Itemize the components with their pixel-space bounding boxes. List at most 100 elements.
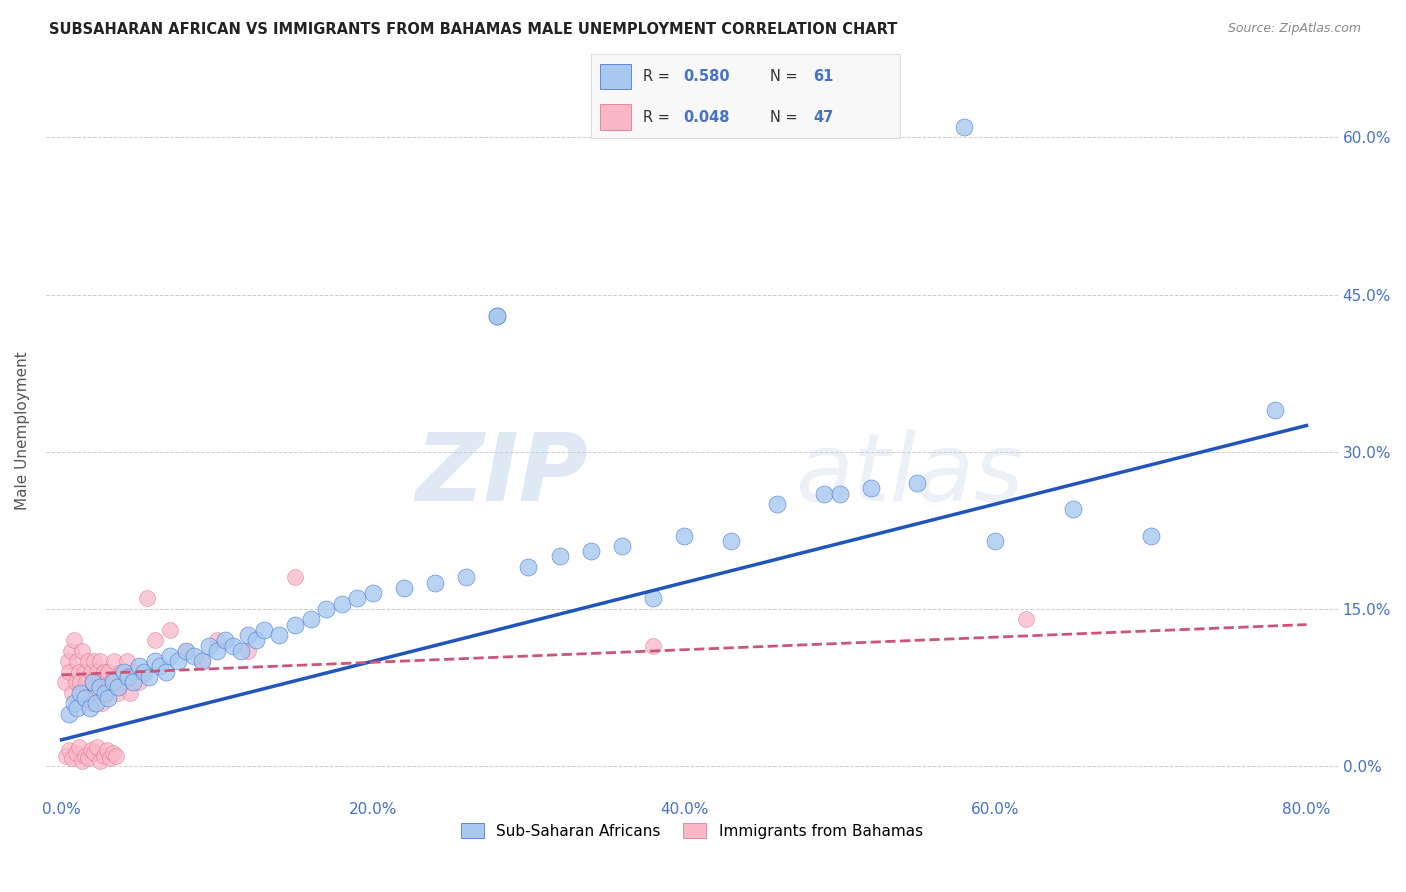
- Text: atlas: atlas: [796, 429, 1024, 520]
- Point: [132, 665, 155, 679]
- Point: [62, 686, 84, 700]
- Point: [67, 740, 90, 755]
- Point: [84, 686, 107, 700]
- Point: [238, 644, 260, 658]
- Point: [97, 665, 120, 679]
- Point: [89, 654, 111, 668]
- Point: [58, 743, 80, 757]
- Point: [346, 591, 368, 606]
- Point: [284, 617, 307, 632]
- Point: [62, 750, 84, 764]
- Point: [122, 675, 145, 690]
- Point: [238, 628, 260, 642]
- Text: 0.580: 0.580: [683, 69, 730, 84]
- Point: [859, 482, 882, 496]
- Point: [82, 675, 104, 690]
- Text: N =: N =: [770, 110, 803, 125]
- Point: [101, 675, 124, 690]
- Point: [190, 654, 212, 668]
- Point: [93, 665, 115, 679]
- Point: [101, 747, 124, 761]
- Text: 61: 61: [813, 69, 834, 84]
- Point: [155, 665, 177, 679]
- Point: [205, 633, 228, 648]
- Point: [136, 591, 159, 606]
- Point: [229, 644, 252, 658]
- Point: [423, 575, 446, 590]
- FancyBboxPatch shape: [600, 63, 631, 89]
- Point: [128, 659, 150, 673]
- Point: [86, 740, 108, 755]
- Point: [117, 670, 139, 684]
- Point: [65, 675, 87, 690]
- Point: [245, 633, 267, 648]
- Point: [143, 654, 166, 668]
- Point: [75, 675, 97, 690]
- Point: [167, 654, 190, 668]
- Point: [103, 654, 125, 668]
- Point: [579, 544, 602, 558]
- Point: [94, 686, 117, 700]
- Point: [56, 654, 79, 668]
- Text: 47: 47: [813, 110, 834, 125]
- Point: [315, 602, 337, 616]
- Point: [80, 743, 103, 757]
- Point: [766, 497, 789, 511]
- Point: [69, 686, 91, 700]
- Point: [80, 665, 103, 679]
- Point: [641, 639, 664, 653]
- Point: [159, 623, 181, 637]
- Point: [190, 654, 212, 668]
- Point: [128, 675, 150, 690]
- Point: [486, 309, 509, 323]
- Point: [205, 644, 228, 658]
- Point: [115, 654, 138, 668]
- Point: [1140, 528, 1163, 542]
- Point: [79, 701, 101, 715]
- Point: [65, 747, 87, 761]
- Point: [392, 581, 415, 595]
- Point: [77, 654, 100, 668]
- Point: [198, 639, 221, 653]
- Point: [100, 675, 122, 690]
- Point: [122, 665, 145, 679]
- Point: [89, 754, 111, 768]
- Text: R =: R =: [643, 69, 675, 84]
- Point: [299, 612, 322, 626]
- Point: [77, 750, 100, 764]
- Point: [72, 686, 94, 700]
- Point: [58, 665, 80, 679]
- Legend: Sub-Saharan Africans, Immigrants from Bahamas: Sub-Saharan Africans, Immigrants from Ba…: [456, 816, 929, 845]
- Point: [66, 654, 89, 668]
- Point: [984, 533, 1007, 548]
- Point: [143, 633, 166, 648]
- Point: [73, 690, 96, 705]
- Point: [148, 659, 170, 673]
- Point: [105, 748, 128, 763]
- Point: [55, 748, 77, 763]
- Point: [174, 644, 197, 658]
- Point: [96, 686, 118, 700]
- Point: [548, 549, 571, 564]
- Point: [253, 623, 276, 637]
- Point: [159, 648, 181, 663]
- Point: [1015, 612, 1038, 626]
- Point: [70, 644, 93, 658]
- Text: R =: R =: [643, 110, 675, 125]
- Point: [486, 309, 509, 323]
- Point: [73, 748, 96, 763]
- Point: [98, 750, 121, 764]
- Point: [641, 591, 664, 606]
- Text: SUBSAHARAN AFRICAN VS IMMIGRANTS FROM BAHAMAS MALE UNEMPLOYMENT CORRELATION CHAR: SUBSAHARAN AFRICAN VS IMMIGRANTS FROM BA…: [49, 22, 897, 37]
- Point: [73, 665, 96, 679]
- Point: [112, 665, 135, 679]
- Point: [361, 586, 384, 600]
- Point: [70, 754, 93, 768]
- Point: [813, 486, 835, 500]
- Text: ZIP: ZIP: [416, 429, 589, 521]
- Point: [456, 570, 478, 584]
- Point: [610, 539, 633, 553]
- Point: [96, 743, 118, 757]
- Point: [79, 696, 101, 710]
- Point: [673, 528, 696, 542]
